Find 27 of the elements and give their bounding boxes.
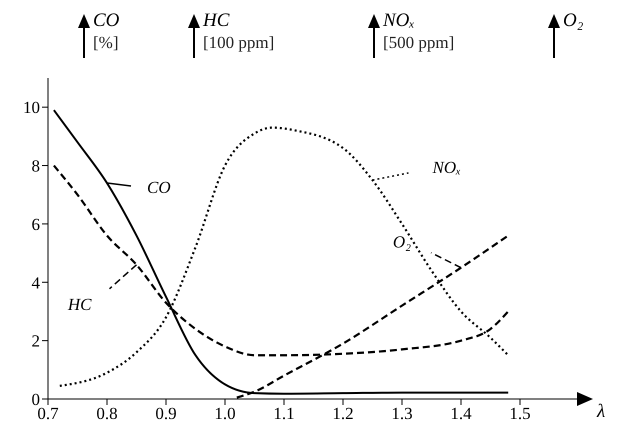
x-tick-label: 0.9 [155, 404, 177, 424]
legend-label: O₂ [563, 10, 584, 32]
y-tick-label: 6 [32, 214, 40, 234]
x-tick-label: 0.7 [37, 404, 60, 424]
text: [%] [93, 32, 120, 54]
x-tick-label: 1.5 [509, 404, 531, 424]
text: NOₓ [383, 10, 415, 31]
legend-label: CO [147, 178, 171, 198]
text: O₂ [392, 232, 411, 252]
text: HC [68, 294, 92, 314]
x-tick-label: 0.8 [96, 404, 118, 424]
text: [500 ppm] [383, 32, 454, 54]
y-tick-label: 0 [32, 390, 40, 410]
text: [100 ppm] [203, 32, 274, 54]
y-tick-label: 10 [23, 98, 40, 118]
y-tick-label: 2 [32, 332, 40, 351]
x-tick-label: 1.4 [450, 404, 472, 424]
x-tick-label: 1.1 [273, 404, 295, 424]
x-axis-title: λ [597, 401, 606, 423]
legend-label: HC [203, 10, 230, 32]
x-tick-label: 1.0 [214, 404, 236, 424]
y-tick-label: 8 [32, 156, 40, 176]
x-tick-label: 1.2 [332, 404, 354, 424]
legend-label: NOₓ [432, 158, 462, 178]
text: CO [93, 10, 120, 31]
x-tick-label: 1.3 [391, 404, 413, 424]
y-tick-label: 4 [32, 273, 40, 292]
